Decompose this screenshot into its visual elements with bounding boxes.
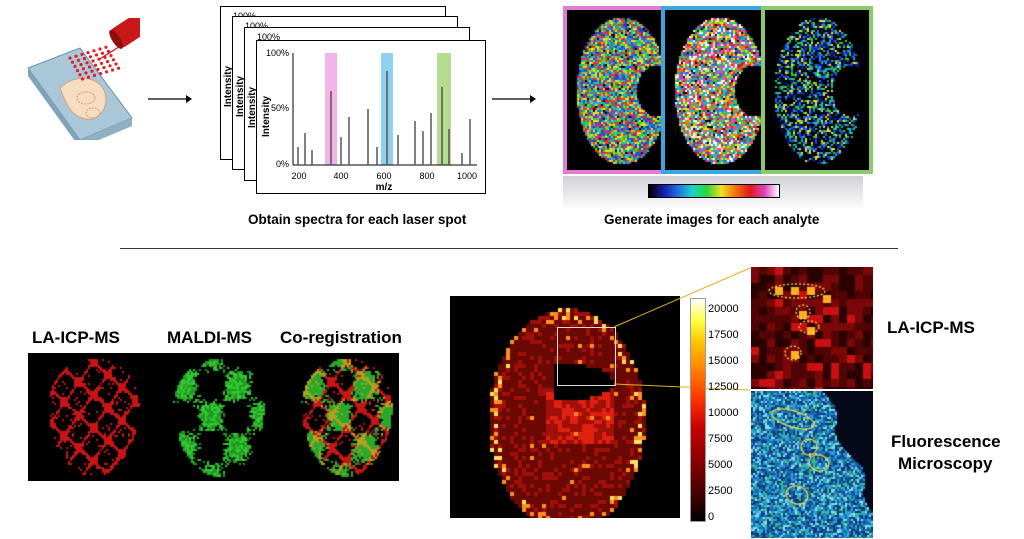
laser-spot xyxy=(104,70,109,74)
laser-spot xyxy=(86,51,90,55)
spectrum-card-front: 100% 50% 0% 200 400 600 800 1000 m/z Int… xyxy=(256,40,486,194)
label-microscopy: Microscopy xyxy=(898,454,993,473)
colorbar-tick-label: 0 xyxy=(708,511,715,523)
laser-spot xyxy=(78,73,82,77)
laser-spot xyxy=(105,60,110,64)
maldi-ms-image xyxy=(143,353,281,481)
y-tick-label: 100% xyxy=(245,21,269,31)
x-axis-label: m/z xyxy=(376,182,393,193)
laser-spot xyxy=(88,55,93,59)
spectrum-colorbar xyxy=(648,184,780,198)
laser-spot xyxy=(92,49,96,53)
la-icp-ms-zoom-image xyxy=(751,267,873,389)
mz-highlight-band xyxy=(437,53,451,165)
label-maldi-ms: MALDI-MS xyxy=(167,328,252,347)
x-tick: 1000 xyxy=(457,171,477,181)
laser-spot xyxy=(116,66,121,70)
laser-spot xyxy=(82,57,87,61)
laser-spot xyxy=(85,61,89,65)
laser-spot xyxy=(98,47,102,51)
laser-spot xyxy=(86,75,91,79)
laser-spot xyxy=(75,69,80,73)
colorbar-tick-label: 12500 xyxy=(708,381,739,393)
laser-spot xyxy=(70,60,75,64)
images-caption: Generate images for each analyte xyxy=(604,212,820,227)
laser-spot xyxy=(98,72,103,76)
zoom-box xyxy=(557,327,616,386)
la-icp-ms-image xyxy=(28,353,146,481)
x-tick: 200 xyxy=(291,171,306,181)
laser-spot xyxy=(102,66,106,70)
laser-spot xyxy=(93,63,98,67)
co-registration-image xyxy=(281,353,399,481)
spectra-caption: Obtain spectra for each laser spot xyxy=(248,212,467,227)
laser-spot xyxy=(80,52,84,57)
x-tick: 400 xyxy=(333,171,348,181)
laser-spot xyxy=(111,58,116,62)
y-tick-50: 50% xyxy=(271,103,289,113)
laser-spot xyxy=(110,68,115,72)
label-la-icp-ms-right: LA-ICP-MS xyxy=(887,318,975,337)
analyte-image-stack xyxy=(558,0,878,220)
laser-spot xyxy=(84,71,88,75)
colorbar-tick-label: 10000 xyxy=(708,407,739,419)
x-tick: 600 xyxy=(376,171,391,181)
colorbar-tick-label: 7500 xyxy=(708,433,733,445)
analyte-image-2 xyxy=(661,6,777,174)
laser-spot xyxy=(80,77,85,81)
heatmap-colorbar xyxy=(690,298,706,522)
section-divider xyxy=(120,248,898,249)
heatmap-image xyxy=(450,296,680,518)
laser-spot xyxy=(114,62,118,66)
arrow-right-icon xyxy=(148,95,192,103)
mass-spectrum: 100% 50% 0% 200 400 600 800 1000 m/z xyxy=(266,48,477,193)
laser-spot xyxy=(108,64,112,68)
fluorescence-zoom-image xyxy=(751,391,873,538)
laser-spot xyxy=(74,54,78,58)
laser-spot xyxy=(92,73,97,77)
laser-spot xyxy=(90,69,94,73)
laser-spot xyxy=(81,67,86,71)
colorbar-tick-label: 15000 xyxy=(708,355,739,367)
colorbar-tick-label: 20000 xyxy=(708,303,739,315)
y-tick-label: 100% xyxy=(257,32,281,42)
laser-spot xyxy=(73,64,77,68)
laser-spot xyxy=(91,59,95,63)
laser-spot xyxy=(79,63,83,67)
laser-spot xyxy=(68,56,72,60)
laser-spot xyxy=(104,45,108,49)
colorbar-tick-label: 5000 xyxy=(708,459,733,471)
laser-spot xyxy=(106,49,111,53)
arrow-right-icon xyxy=(492,95,536,103)
label-co-registration: Co-registration xyxy=(280,328,402,347)
laser-spot xyxy=(100,51,105,55)
analyte-image-1 xyxy=(563,6,679,174)
label-fluorescence: Fluorescence xyxy=(891,432,1001,451)
x-tick: 800 xyxy=(419,171,434,181)
laser-spot xyxy=(87,65,92,69)
laser-spot-grid xyxy=(68,45,121,81)
laser-spot xyxy=(76,58,81,63)
colorbar-tick-label: 2500 xyxy=(708,485,733,497)
label-la-icp-ms: LA-ICP-MS xyxy=(32,328,120,347)
colorbar-tick-label: 17500 xyxy=(708,329,739,341)
laser-spot xyxy=(96,67,100,71)
laser-slide-illustration xyxy=(27,18,140,140)
y-tick-100: 100% xyxy=(266,48,289,58)
y-tick-0: 0% xyxy=(276,159,289,169)
laser-spot xyxy=(109,54,113,58)
laser-spot xyxy=(94,53,99,57)
laser-spot xyxy=(99,61,104,65)
analyte-image-3 xyxy=(761,6,873,174)
